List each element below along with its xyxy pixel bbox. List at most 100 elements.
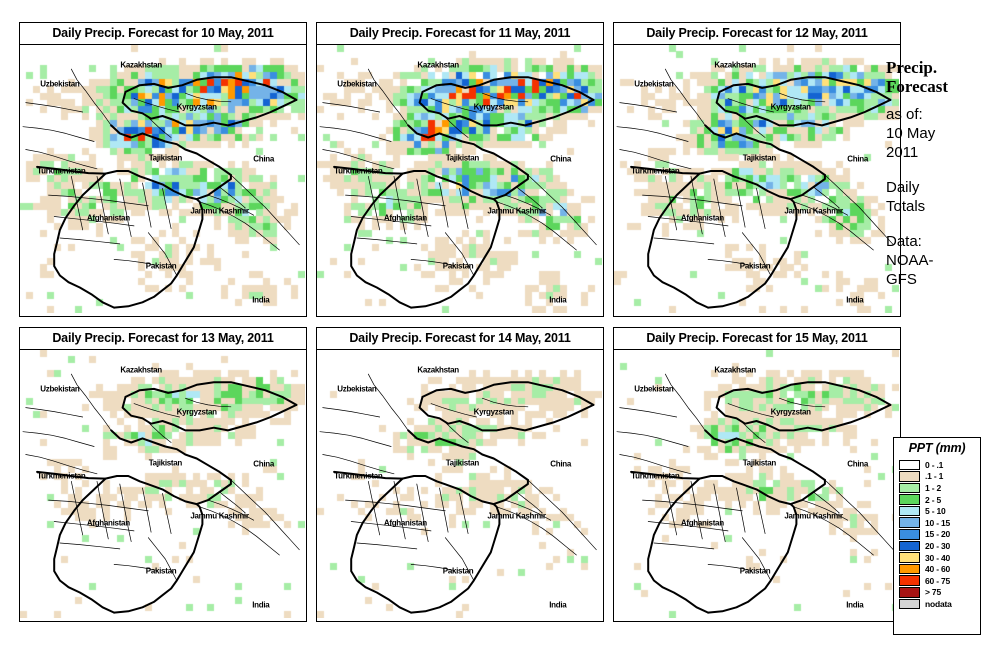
map-label-kazakhstan: Kazakhstan bbox=[120, 60, 162, 70]
map-label-turkmenistan: Turkmenistan bbox=[334, 471, 383, 481]
country-borders bbox=[22, 68, 300, 309]
map-label-kyrgyzstan: Kyrgyzstan bbox=[176, 102, 217, 112]
map-label-tajikistan: Tajikistan bbox=[742, 458, 777, 468]
map-label-china: China bbox=[550, 154, 572, 164]
map-label-tajikistan: Tajikistan bbox=[445, 153, 480, 163]
map-label-afghanistan: Afghanistan bbox=[86, 518, 130, 528]
legend-swatch bbox=[899, 540, 920, 552]
map-label-turkmenistan: Turkmenistan bbox=[37, 166, 86, 176]
map-label-jammu-kashmir: Jammu Kashmir bbox=[487, 206, 546, 216]
legend-row: nodata bbox=[899, 598, 980, 610]
info-as-of-date-2: 2011 bbox=[886, 144, 919, 161]
precip-map[interactable]: Kazakhstan Uzbekistan Kyrgyzstan Tajikistan… bbox=[316, 45, 604, 317]
map-label-china: China bbox=[847, 459, 869, 469]
precip-raster bbox=[20, 350, 305, 618]
legend-row: 20 - 30 bbox=[899, 540, 980, 552]
forecast-panel: Daily Precip. Forecast for 11 May, 2011 K… bbox=[316, 22, 604, 317]
map-label-kyrgyzstan: Kyrgyzstan bbox=[473, 407, 514, 417]
map-label-afghanistan: Afghanistan bbox=[383, 518, 427, 528]
map-label-kazakhstan: Kazakhstan bbox=[417, 365, 459, 375]
country-borders bbox=[616, 68, 894, 309]
panel-title: Daily Precip. Forecast for 15 May, 2011 bbox=[613, 327, 901, 350]
map-label-kyrgyzstan: Kyrgyzstan bbox=[176, 407, 217, 417]
map-label-uzbekistan: Uzbekistan bbox=[337, 79, 377, 89]
country-borders bbox=[319, 68, 597, 309]
map-label-kyrgyzstan: Kyrgyzstan bbox=[770, 407, 811, 417]
map-label-india: India bbox=[846, 600, 864, 610]
legend-swatch bbox=[899, 459, 920, 471]
panel-title: Daily Precip. Forecast for 13 May, 2011 bbox=[19, 327, 307, 350]
legend-label: .1 - 1 bbox=[925, 471, 944, 482]
legend-row: 0 - .1 bbox=[899, 459, 980, 471]
legend-label: 30 - 40 bbox=[925, 552, 951, 563]
forecast-panel: Daily Precip. Forecast for 15 May, 2011 K… bbox=[613, 327, 901, 622]
map-label-china: China bbox=[253, 459, 275, 469]
country-borders bbox=[616, 373, 894, 614]
info-data-source-2: GFS bbox=[886, 271, 917, 288]
info-as-of-label: as of: bbox=[886, 106, 923, 123]
legend-swatch bbox=[899, 482, 920, 494]
legend-row: 60 - 75 bbox=[899, 575, 980, 587]
precip-map[interactable]: Kazakhstan Uzbekistan Kyrgyzstan Tajikistan… bbox=[316, 350, 604, 622]
map-label-india: India bbox=[252, 600, 270, 610]
forecast-panel: Daily Precip. Forecast for 13 May, 2011 K… bbox=[19, 327, 307, 622]
map-label-pakistan: Pakistan bbox=[145, 261, 177, 271]
legend-row: 40 - 60 bbox=[899, 563, 980, 575]
map-label-turkmenistan: Turkmenistan bbox=[334, 166, 383, 176]
legend-row: 10 - 15 bbox=[899, 517, 980, 529]
legend-row: 2 - 5 bbox=[899, 494, 980, 506]
map-label-kazakhstan: Kazakhstan bbox=[714, 60, 756, 70]
map-label-kazakhstan: Kazakhstan bbox=[120, 365, 162, 375]
map-label-afghanistan: Afghanistan bbox=[680, 213, 724, 223]
map-label-jammu-kashmir: Jammu Kashmir bbox=[784, 206, 843, 216]
map-label-afghanistan: Afghanistan bbox=[680, 518, 724, 528]
legend-swatch bbox=[899, 505, 920, 517]
legend-label: 5 - 10 bbox=[925, 506, 946, 517]
legend-label: 20 - 30 bbox=[925, 540, 951, 551]
legend-swatch bbox=[899, 587, 920, 598]
precip-raster bbox=[614, 350, 899, 618]
info-data-source-1: NOAA- bbox=[886, 252, 934, 269]
precip-raster bbox=[614, 45, 899, 313]
map-label-pakistan: Pakistan bbox=[739, 566, 771, 576]
map-label-tajikistan: Tajikistan bbox=[148, 153, 183, 163]
map-label-jammu-kashmir: Jammu Kashmir bbox=[190, 206, 249, 216]
country-borders bbox=[22, 373, 300, 614]
map-label-pakistan: Pakistan bbox=[442, 566, 474, 576]
forecast-panel: Daily Precip. Forecast for 10 May, 2011 K… bbox=[19, 22, 307, 317]
map-label-tajikistan: Tajikistan bbox=[148, 458, 183, 468]
map-label-india: India bbox=[549, 600, 567, 610]
map-label-china: China bbox=[550, 459, 572, 469]
precip-map[interactable]: Kazakhstan Uzbekistan Kyrgyzstan Tajikistan… bbox=[613, 350, 901, 622]
precip-map[interactable]: Kazakhstan Uzbekistan Kyrgyzstan Tajikistan… bbox=[19, 45, 307, 317]
map-label-pakistan: Pakistan bbox=[442, 261, 474, 271]
precip-map[interactable]: Kazakhstan Uzbekistan Kyrgyzstan Tajikistan… bbox=[613, 45, 901, 317]
map-label-kyrgyzstan: Kyrgyzstan bbox=[473, 102, 514, 112]
legend-label: nodata bbox=[925, 598, 952, 609]
info-as-of-date-1: 10 May bbox=[886, 125, 936, 142]
map-label-turkmenistan: Turkmenistan bbox=[631, 166, 680, 176]
map-label-turkmenistan: Turkmenistan bbox=[37, 471, 86, 481]
map-label-tajikistan: Tajikistan bbox=[445, 458, 480, 468]
map-label-india: India bbox=[252, 295, 270, 305]
legend-row: > 75 bbox=[899, 587, 980, 599]
legend-title: PPT (mm) bbox=[908, 441, 966, 455]
map-label-china: China bbox=[847, 154, 869, 164]
legend-label: 40 - 60 bbox=[925, 564, 951, 575]
map-label-uzbekistan: Uzbekistan bbox=[337, 384, 377, 394]
info-totals-line2: Totals bbox=[886, 198, 926, 215]
map-label-jammu-kashmir: Jammu Kashmir bbox=[784, 511, 843, 521]
precip-map[interactable]: Kazakhstan Uzbekistan Kyrgyzstan Tajikistan… bbox=[19, 350, 307, 622]
legend-label: 15 - 20 bbox=[925, 529, 951, 540]
legend-row: 15 - 20 bbox=[899, 529, 980, 541]
legend-swatch bbox=[899, 598, 920, 610]
legend-swatch bbox=[899, 471, 920, 482]
legend-swatch bbox=[899, 552, 920, 563]
precip-raster bbox=[317, 350, 602, 618]
legend-label: 60 - 75 bbox=[925, 575, 951, 586]
legend-row: 30 - 40 bbox=[899, 552, 980, 564]
map-label-china: China bbox=[253, 154, 275, 164]
map-label-afghanistan: Afghanistan bbox=[383, 213, 427, 223]
legend-swatch bbox=[899, 494, 920, 505]
